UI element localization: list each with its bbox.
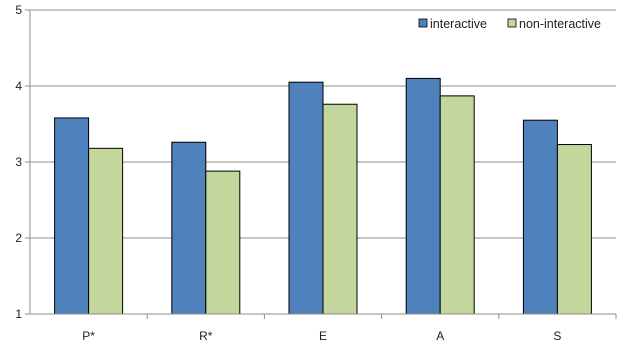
bar-interactive-R* [171, 141, 207, 315]
x-tick-label: S [553, 329, 561, 343]
x-tick-label: P* [82, 329, 95, 343]
bar-non-interactive-S [556, 144, 592, 315]
legend: interactive non-interactive [418, 17, 601, 31]
bars-layer [54, 77, 592, 315]
y-axis-ticks: 1 2 3 4 5 [15, 3, 30, 321]
legend-swatch-non-interactive [507, 18, 517, 28]
bar-non-interactive-E [322, 103, 358, 315]
x-tick-label: A [436, 329, 444, 343]
bar-interactive-P* [54, 117, 90, 315]
y-tick-label: 3 [15, 155, 22, 169]
legend-swatch-interactive [418, 18, 428, 28]
bar-interactive-S [522, 119, 558, 315]
y-tick-label: 4 [15, 79, 22, 93]
y-tick-label: 1 [15, 307, 22, 321]
bar-non-interactive-R* [205, 170, 241, 315]
y-tick-label: 5 [15, 3, 22, 17]
legend-label-interactive: interactive [430, 17, 487, 31]
x-axis-ticks: P* R* E A S [82, 314, 617, 343]
x-tick-label: R* [199, 329, 213, 343]
x-tick-label: E [319, 329, 327, 343]
bar-non-interactive-A [439, 95, 475, 315]
bar-interactive-A [405, 77, 441, 315]
legend-label-non-interactive: non-interactive [519, 17, 601, 31]
bar-non-interactive-P* [88, 147, 124, 315]
y-tick-label: 2 [15, 231, 22, 245]
bar-interactive-E [288, 81, 324, 315]
